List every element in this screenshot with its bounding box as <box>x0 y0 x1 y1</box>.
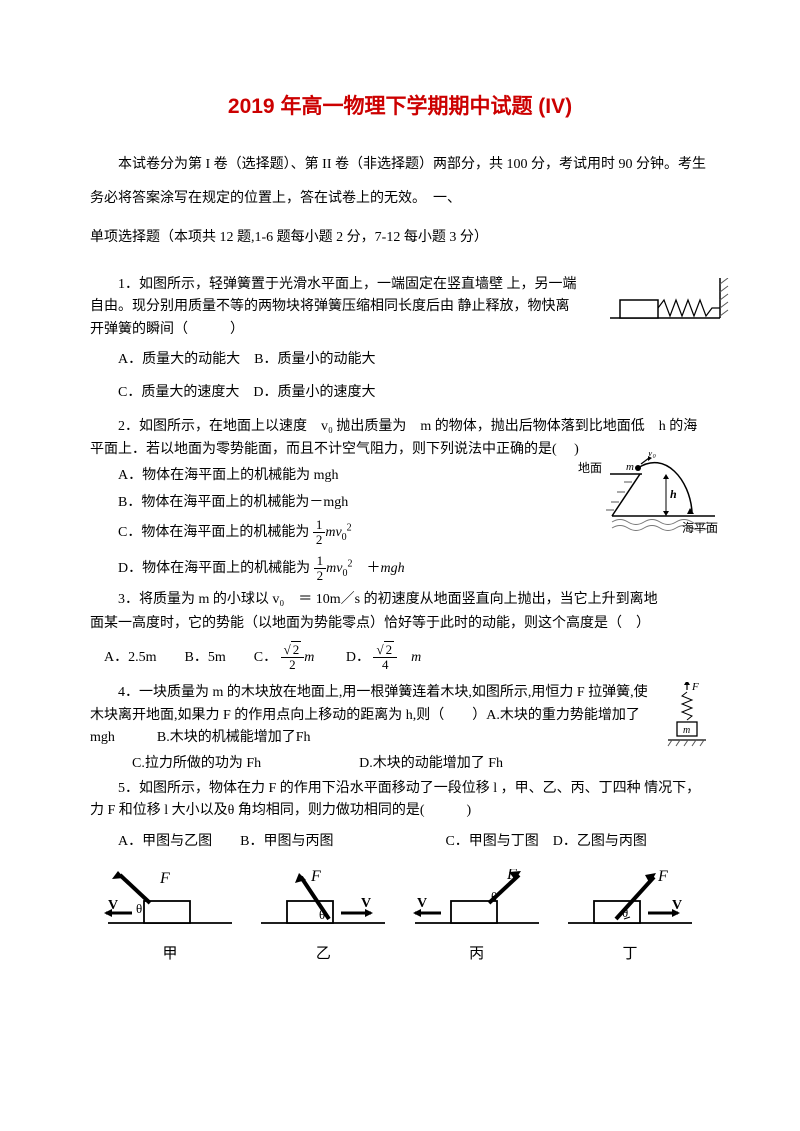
q4-figure: F m <box>664 682 710 754</box>
svg-text:V: V <box>417 896 427 911</box>
svg-text:m: m <box>683 725 690 736</box>
svg-text:V: V <box>672 898 682 913</box>
q1-opts-ab: A．质量大的动能大 B．质量小的动能大 <box>118 347 710 374</box>
q5-fig-jia: F V θ 甲 <box>100 869 240 963</box>
q2-figure: 地面 m h 海平面 v₀ <box>570 452 720 544</box>
q5-fig-ding: F V θ 丁 <box>560 869 700 963</box>
q1-opts-cd: C．质量大的速度大 D．质量小的速度大 <box>118 380 710 407</box>
svg-text:V: V <box>361 896 371 911</box>
q5-figures: F V θ 甲 F V θ 乙 <box>100 869 700 963</box>
q3-opts: A．2.5m B．5m C． √22m D． √24 m <box>104 643 710 673</box>
q1-figure <box>610 278 730 328</box>
svg-text:θ: θ <box>491 889 497 904</box>
svg-text:F: F <box>310 869 321 885</box>
intro-paragraph-1: 本试卷分为第 I 卷（选择题）、第 II 卷（非选择题）两部分，共 100 分，… <box>90 148 710 215</box>
q3-stem-a: 3．将质量为 m 的小球以 v₀ ＝ 10m／s 的初速度从地面竖直向上抛出，当… <box>90 589 710 611</box>
svg-text:h: h <box>670 487 677 501</box>
page-title: 2019 年高一物理下学期期中试题 (IV) <box>90 90 710 120</box>
q5-stem: 5．如图所示，物体在力 F 的作用下沿水平面移动了一段位移 l ，甲、乙、丙、丁… <box>90 778 710 823</box>
q3-stem-b: 面某一高度时，它的势能（以地面为势能零点）恰好等于此时的动能，则这个高度是（ ） <box>90 611 710 636</box>
svg-text:海平面: 海平面 <box>682 520 718 535</box>
q5-opts: A．甲图与乙图 B．甲图与丙图 C．甲图与丁图 D．乙图与丙图 <box>118 829 710 856</box>
svg-text:m: m <box>626 461 634 473</box>
svg-text:F: F <box>657 869 668 885</box>
q4-stem: 4．一块质量为 m 的木块放在地面上,用一根弹簧连着木块,如图所示,用恒力 F … <box>90 682 710 749</box>
svg-text:V: V <box>108 898 118 913</box>
svg-text:v₀: v₀ <box>648 452 656 459</box>
svg-text:F: F <box>691 682 699 693</box>
svg-text:θ: θ <box>319 907 325 922</box>
q5-fig-bing: F V θ 丙 <box>407 869 547 963</box>
section-instructions: 单项选择题（本项共 12 题,1-6 题每小题 2 分，7-12 每小题 3 分… <box>90 223 710 254</box>
q5-fig-yi: F V θ 乙 <box>253 869 393 963</box>
svg-text:F: F <box>159 870 170 887</box>
svg-text:F: F <box>506 869 517 883</box>
svg-text:θ: θ <box>136 901 142 916</box>
q2-opt-d: D．物体在海平面上的机械能为 12mv02 ＋mgh <box>118 554 710 584</box>
svg-text:地面: 地面 <box>578 461 602 475</box>
q4-opts-cd: C.拉力所做的功为 Fh D.木块的动能增加了 Fh <box>132 753 710 775</box>
